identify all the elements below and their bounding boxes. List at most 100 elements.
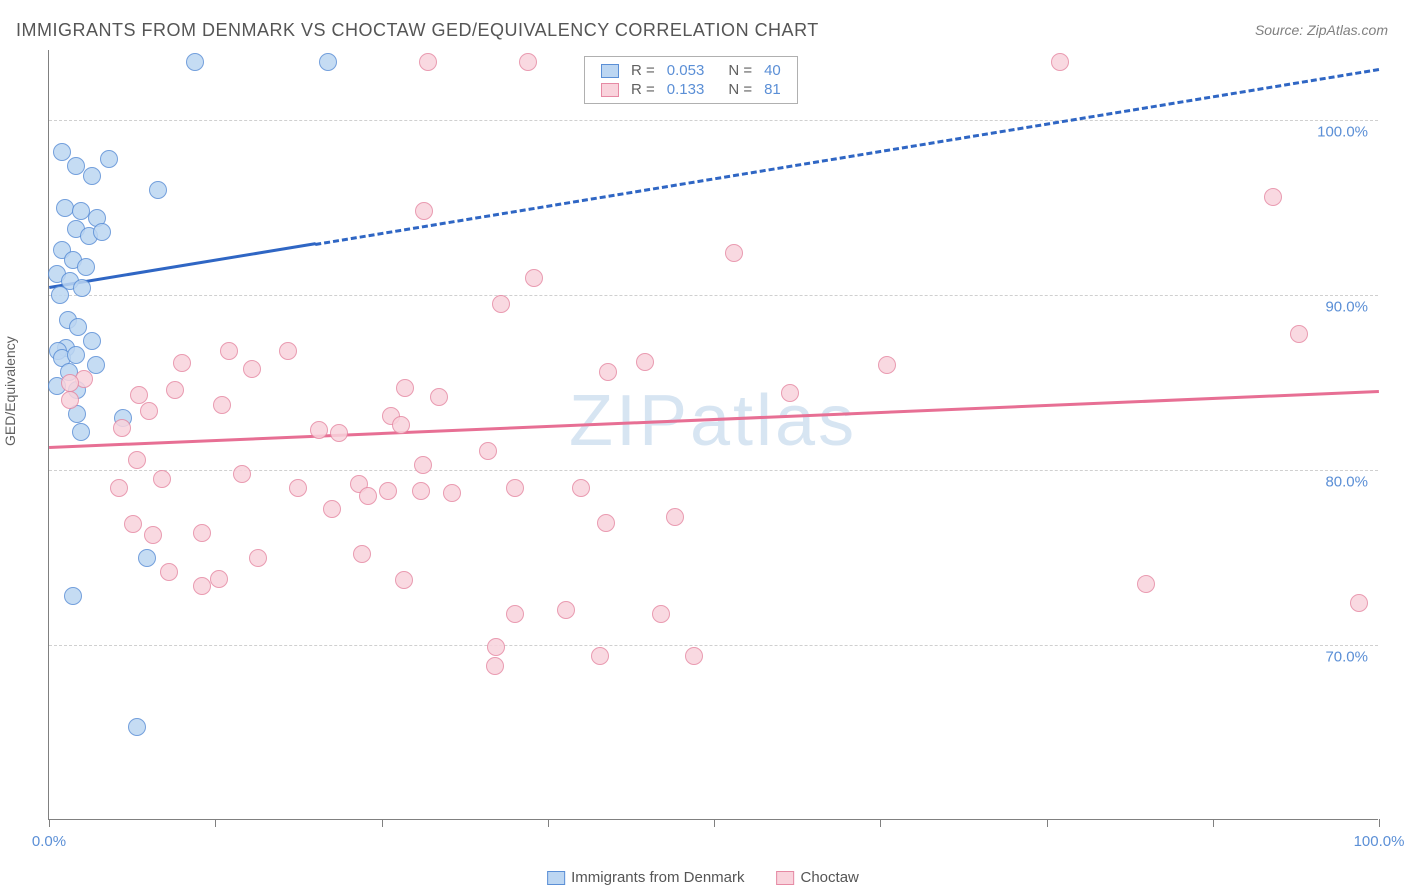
data-point — [652, 605, 670, 623]
data-point — [310, 421, 328, 439]
data-point — [193, 524, 211, 542]
trend-line — [49, 390, 1379, 449]
data-point — [359, 487, 377, 505]
data-point — [685, 647, 703, 665]
data-point — [61, 391, 79, 409]
data-point — [479, 442, 497, 460]
data-point — [412, 482, 430, 500]
legend-n-label: N = — [722, 80, 758, 99]
data-point — [636, 353, 654, 371]
data-point — [396, 379, 414, 397]
data-point — [415, 202, 433, 220]
data-point — [1051, 53, 1069, 71]
data-point — [93, 223, 111, 241]
source-label: Source: ZipAtlas.com — [1255, 22, 1388, 38]
data-point — [419, 53, 437, 71]
data-point — [519, 53, 537, 71]
data-point — [67, 157, 85, 175]
x-tick-label: 100.0% — [1354, 833, 1405, 850]
data-point — [487, 638, 505, 656]
data-point — [379, 482, 397, 500]
data-point — [878, 356, 896, 374]
data-point — [1264, 188, 1282, 206]
data-point — [319, 53, 337, 71]
legend-n-value: 81 — [758, 80, 787, 99]
legend-r-value: 0.053 — [661, 61, 711, 80]
data-point — [149, 181, 167, 199]
data-point — [186, 53, 204, 71]
data-point — [443, 484, 461, 502]
data-point — [110, 479, 128, 497]
gridline — [49, 645, 1378, 646]
data-point — [1290, 325, 1308, 343]
data-point — [506, 605, 524, 623]
data-point — [160, 563, 178, 581]
data-point — [243, 360, 261, 378]
y-tick-label: 90.0% — [1325, 299, 1368, 316]
legend-swatch — [777, 871, 795, 885]
x-tick — [880, 819, 881, 827]
data-point — [67, 346, 85, 364]
y-tick-label: 100.0% — [1317, 124, 1368, 141]
data-point — [77, 258, 95, 276]
gridline — [49, 120, 1378, 121]
data-point — [289, 479, 307, 497]
legend-label: Immigrants from Denmark — [571, 869, 744, 886]
x-tick — [382, 819, 383, 827]
legend-swatch — [601, 83, 619, 97]
data-point — [591, 647, 609, 665]
data-point — [725, 244, 743, 262]
data-point — [128, 718, 146, 736]
trend-line — [315, 68, 1379, 246]
legend-label: Choctaw — [801, 869, 859, 886]
data-point — [144, 526, 162, 544]
data-point — [193, 577, 211, 595]
data-point — [330, 424, 348, 442]
data-point — [597, 514, 615, 532]
legend-item: Choctaw — [777, 869, 859, 886]
data-point — [430, 388, 448, 406]
data-point — [486, 657, 504, 675]
legend-swatch — [547, 871, 565, 885]
legend-bottom: Immigrants from Denmark Choctaw — [531, 869, 875, 886]
legend-item: Immigrants from Denmark — [547, 869, 744, 886]
data-point — [210, 570, 228, 588]
data-point — [492, 295, 510, 313]
data-point — [173, 354, 191, 372]
legend-r-label: R = — [625, 61, 661, 80]
data-point — [138, 549, 156, 567]
y-tick-label: 70.0% — [1325, 649, 1368, 666]
x-tick — [49, 819, 50, 827]
x-tick — [215, 819, 216, 827]
data-point — [249, 549, 267, 567]
data-point — [1137, 575, 1155, 593]
data-point — [83, 332, 101, 350]
y-axis-label: GED/Equivalency — [2, 336, 18, 446]
gridline — [49, 295, 1378, 296]
data-point — [140, 402, 158, 420]
data-point — [73, 279, 91, 297]
data-point — [51, 286, 69, 304]
legend-r-label: R = — [625, 80, 661, 99]
data-point — [72, 423, 90, 441]
x-tick — [548, 819, 549, 827]
data-point — [1350, 594, 1368, 612]
x-tick — [1047, 819, 1048, 827]
chart-title: IMMIGRANTS FROM DENMARK VS CHOCTAW GED/E… — [16, 20, 819, 41]
data-point — [100, 150, 118, 168]
data-point — [213, 396, 231, 414]
data-point — [323, 500, 341, 518]
x-tick-label: 0.0% — [32, 833, 66, 850]
x-tick — [714, 819, 715, 827]
data-point — [166, 381, 184, 399]
data-point — [56, 199, 74, 217]
data-point — [124, 515, 142, 533]
data-point — [666, 508, 684, 526]
data-point — [61, 374, 79, 392]
data-point — [153, 470, 171, 488]
data-point — [233, 465, 251, 483]
data-point — [525, 269, 543, 287]
data-point — [113, 419, 131, 437]
data-point — [781, 384, 799, 402]
data-point — [395, 571, 413, 589]
